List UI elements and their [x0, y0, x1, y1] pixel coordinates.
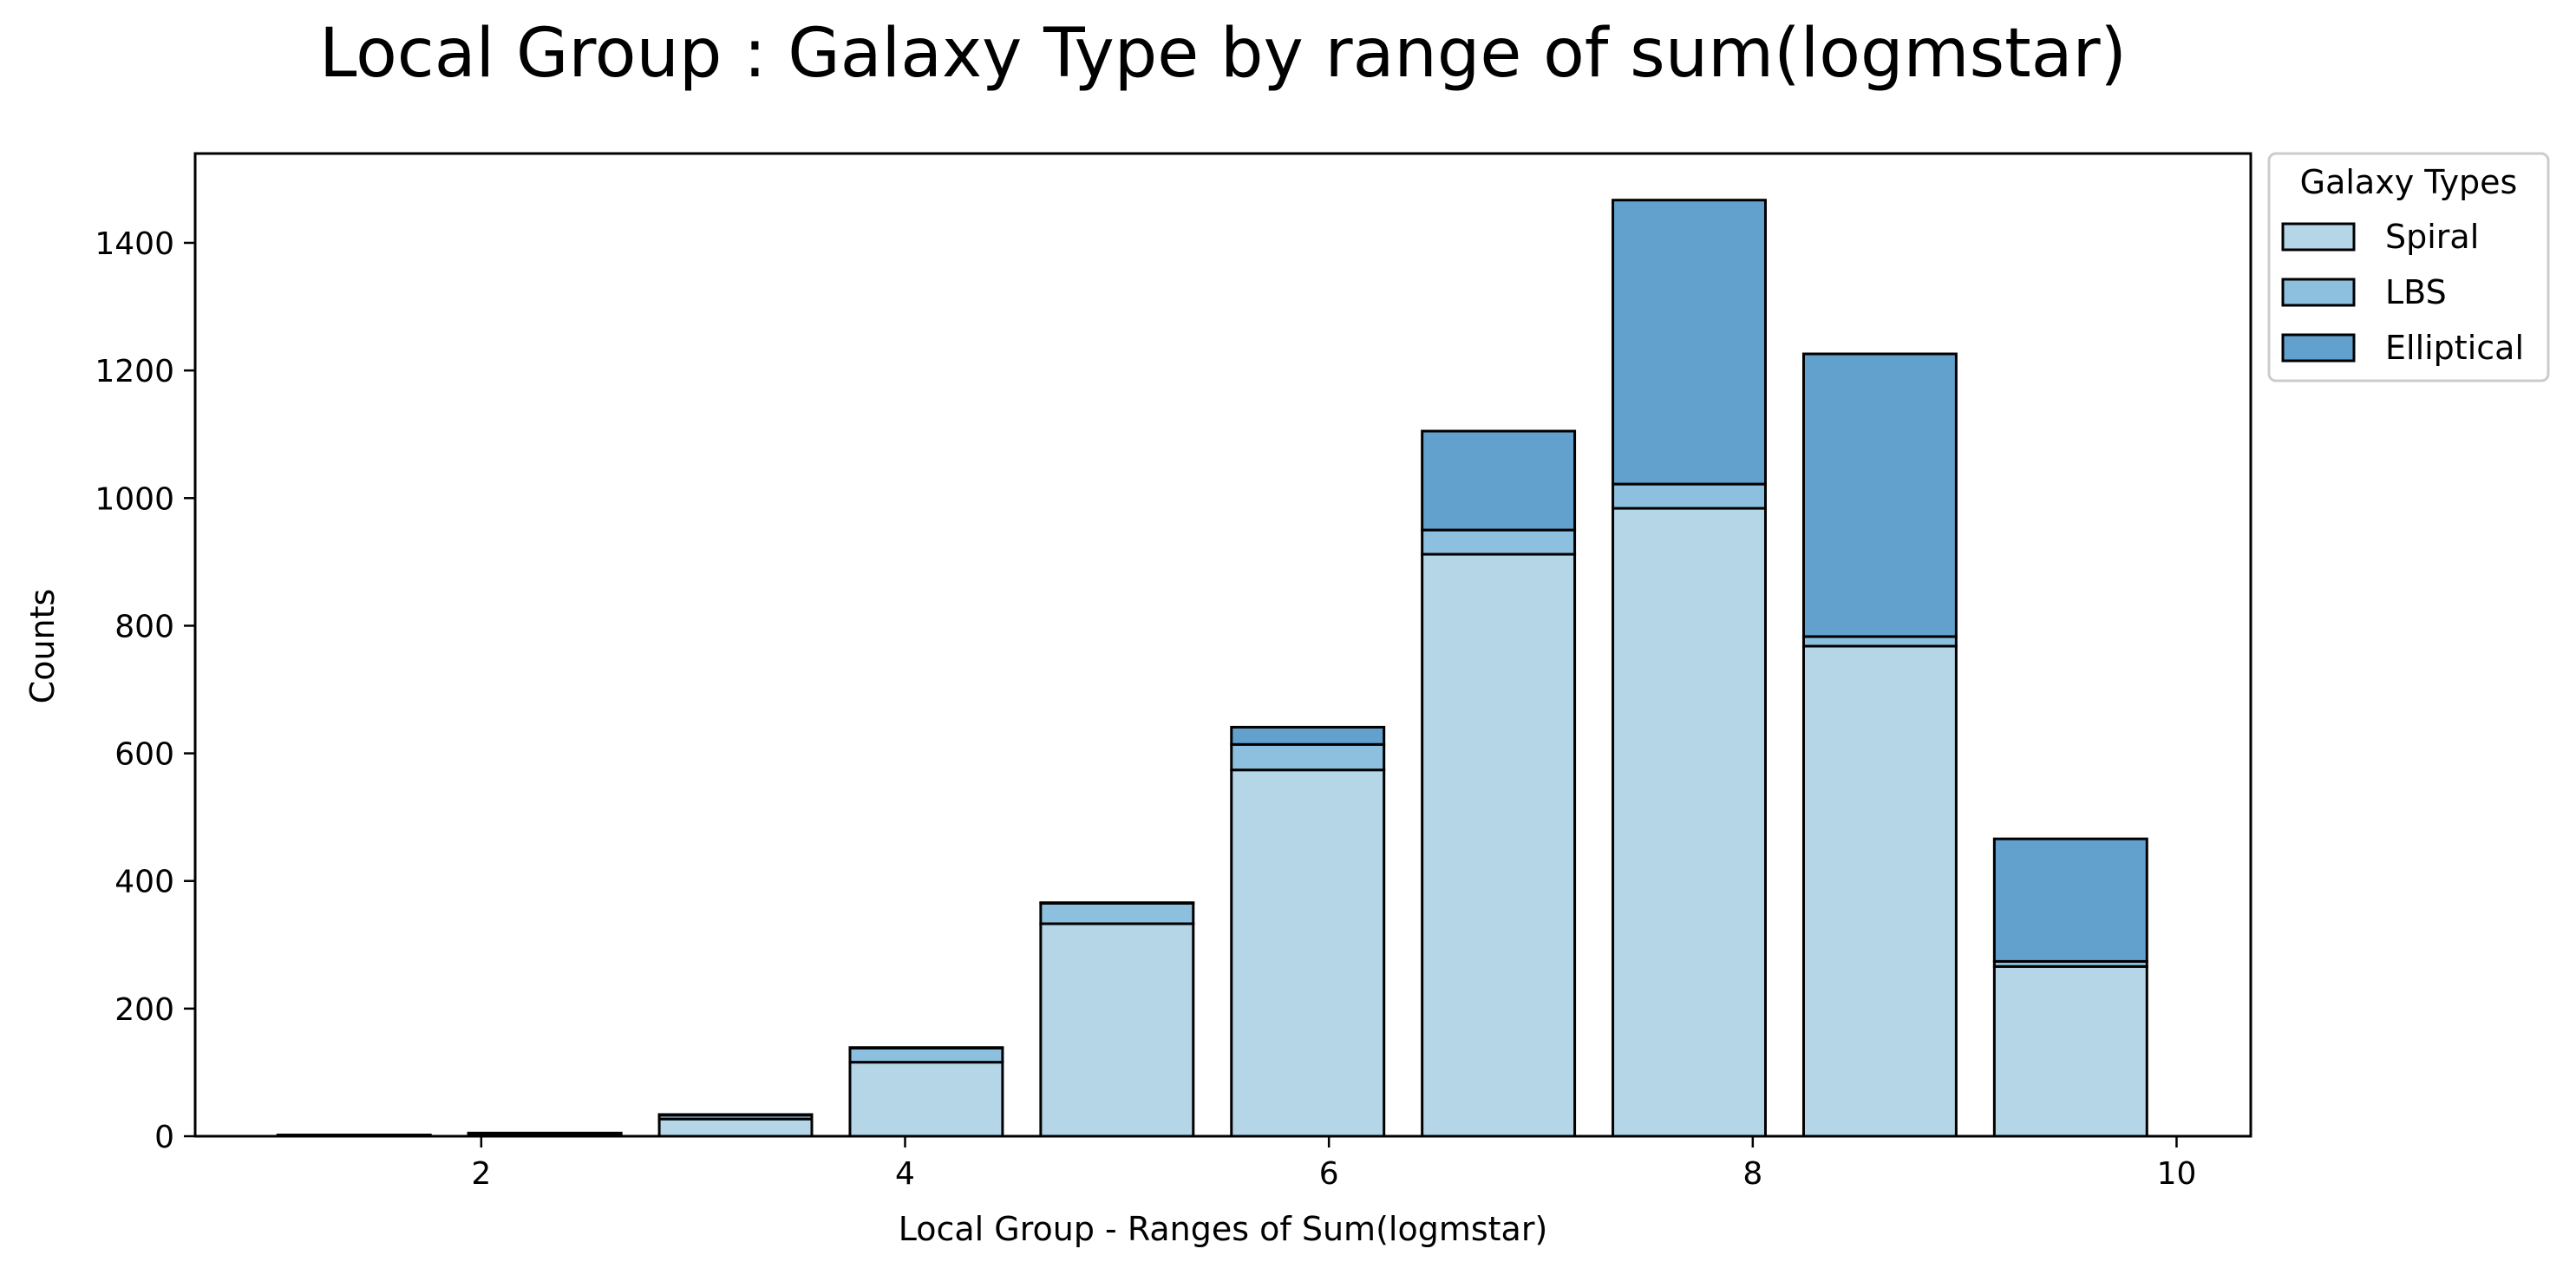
legend-label-spiral: Spiral	[2385, 218, 2479, 256]
y-tick-label: 1400	[95, 226, 174, 262]
bar-lbs-6	[1230, 742, 1386, 772]
bar-lbs-7	[1421, 528, 1577, 556]
bar-spiral-5	[1039, 922, 1195, 1138]
bar-spiral-4	[848, 1061, 1004, 1138]
legend: Galaxy Types Spiral LBS Elliptical	[2267, 152, 2550, 382]
bar-elliptical-7	[1421, 429, 1577, 532]
bar-lbs-5	[1039, 901, 1195, 925]
legend-swatch-spiral	[2281, 222, 2356, 252]
bar-elliptical-4	[848, 1046, 1004, 1049]
bar-spiral-3	[657, 1117, 814, 1138]
legend-swatch-lbs	[2281, 278, 2356, 307]
legend-label-elliptical: Elliptical	[2385, 329, 2524, 367]
legend-items: Spiral LBS Elliptical	[2281, 218, 2524, 367]
bar-spiral-8	[1612, 507, 1767, 1138]
bar-lbs-8	[1612, 482, 1767, 510]
bar-spiral-6	[1230, 768, 1386, 1138]
x-tick-label: 2	[471, 1156, 491, 1192]
y-tick-label: 1200	[95, 354, 174, 389]
bar-lbs-4	[848, 1046, 1004, 1064]
bar-elliptical-5	[1039, 901, 1195, 905]
legend-title: Galaxy Types	[2300, 163, 2518, 201]
y-tick-label: 1000	[95, 481, 174, 517]
y-tick-label: 0	[154, 1120, 174, 1155]
bar-elliptical-9	[1801, 352, 1958, 638]
ticks-layer: 2 4 6 8 10 0 200 400 600 800 1000 1200 1400	[95, 226, 2196, 1192]
bar-lbs-2	[467, 1131, 623, 1135]
legend-label-lbs: LBS	[2385, 273, 2447, 311]
legend-frame	[2267, 152, 2550, 382]
chart-title: Local Group : Galaxy Type by range of su…	[319, 15, 2127, 93]
x-tick-label: 6	[1319, 1156, 1339, 1192]
bar-spiral-7	[1421, 552, 1577, 1138]
plot-frame	[193, 152, 2252, 1138]
y-tick-label: 800	[114, 609, 174, 644]
bar-elliptical-10	[1992, 837, 2148, 963]
x-axis-label: Local Group - Ranges of Sum(logmstar)	[899, 1210, 1548, 1248]
y-tick-label: 200	[114, 992, 174, 1028]
x-tick-label: 10	[2157, 1156, 2197, 1192]
bar-lbs-9	[1801, 635, 1958, 648]
y-tick-label: 600	[114, 737, 174, 773]
bar-spiral-9	[1801, 644, 1958, 1138]
bar-spiral-10	[1992, 964, 2148, 1138]
bar-elliptical-8	[1612, 199, 1767, 486]
y-tick-label: 400	[114, 865, 174, 900]
x-tick-label: 4	[895, 1156, 915, 1192]
bar-elliptical-6	[1230, 725, 1386, 746]
bars-layer	[276, 199, 2148, 1138]
x-tick-label: 8	[1742, 1156, 1762, 1192]
y-axis-label: Counts	[23, 589, 62, 704]
legend-swatch-elliptical	[2281, 333, 2356, 363]
